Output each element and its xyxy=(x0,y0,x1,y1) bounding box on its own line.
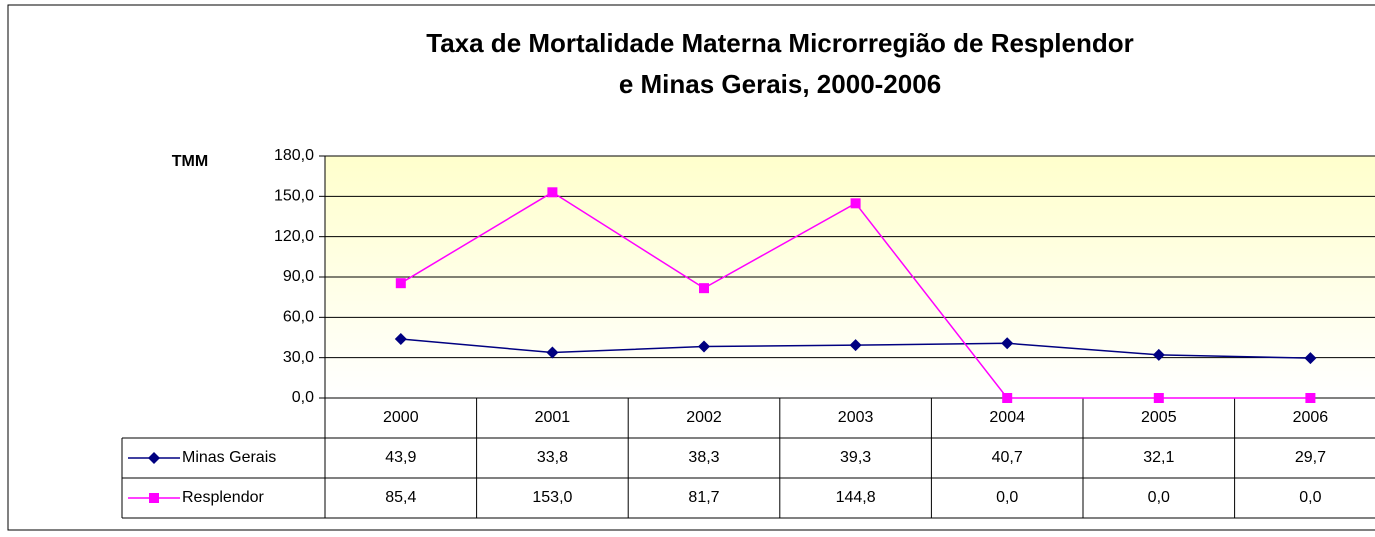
x-tick-label: 2004 xyxy=(989,409,1025,426)
chart-title: e Minas Gerais, 2000-2006 xyxy=(619,69,941,99)
data-point xyxy=(1305,393,1316,403)
x-tick-label: 2005 xyxy=(1141,409,1177,426)
data-point xyxy=(546,346,559,359)
y-tick-label: 30,0 xyxy=(283,349,314,366)
data-point xyxy=(850,198,861,209)
data-point xyxy=(849,339,862,352)
data-point xyxy=(547,187,558,198)
y-axis-label: TMM xyxy=(172,153,208,170)
legend-label: Minas Gerais xyxy=(182,449,276,466)
table-value: 0,0 xyxy=(1148,489,1170,506)
table-value: 38,3 xyxy=(688,449,719,466)
data-point xyxy=(698,340,710,353)
y-tick-label: 60,0 xyxy=(283,309,314,326)
x-tick-label: 2003 xyxy=(838,409,874,426)
table-value: 0,0 xyxy=(1299,489,1321,506)
data-point xyxy=(1153,393,1164,403)
data-point xyxy=(1002,393,1013,403)
table-value: 33,8 xyxy=(537,449,568,466)
y-tick-label: 120,0 xyxy=(274,228,314,245)
chart-title: Taxa de Mortalidade Materna Microrregião… xyxy=(426,28,1133,58)
table-value: 43,9 xyxy=(385,449,416,466)
y-tick-label: 180,0 xyxy=(274,147,314,164)
table-value: 81,7 xyxy=(688,489,719,506)
x-tick-label: 2000 xyxy=(383,409,419,426)
data-point xyxy=(1152,348,1165,361)
legend-marker xyxy=(148,452,160,464)
data-point xyxy=(1304,352,1317,365)
y-tick-label: 150,0 xyxy=(274,188,314,205)
x-tick-label: 2006 xyxy=(1293,409,1329,426)
table-value: 153,0 xyxy=(532,489,572,506)
data-point xyxy=(395,278,406,289)
data-point xyxy=(699,283,709,294)
table-value: 32,1 xyxy=(1143,449,1174,466)
table-value: 29,7 xyxy=(1295,449,1326,466)
table-value: 40,7 xyxy=(992,449,1023,466)
table-value: 39,3 xyxy=(840,449,871,466)
table-value: 144,8 xyxy=(836,489,876,506)
table-value: 85,4 xyxy=(385,489,416,506)
y-tick-label: 90,0 xyxy=(283,268,314,285)
data-point xyxy=(394,332,407,345)
data-point xyxy=(1001,337,1014,350)
x-tick-label: 2002 xyxy=(686,409,722,426)
table-value: 0,0 xyxy=(996,489,1018,506)
legend-marker xyxy=(149,493,159,503)
y-tick-label: 0,0 xyxy=(292,389,314,406)
x-tick-label: 2001 xyxy=(535,409,571,426)
legend-label: Resplendor xyxy=(182,489,265,506)
